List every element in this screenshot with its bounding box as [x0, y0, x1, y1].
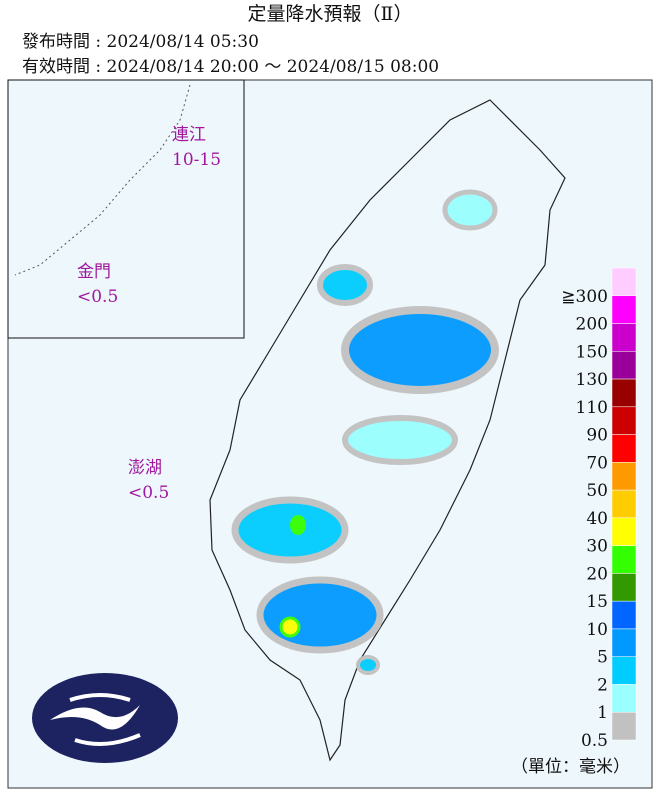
- legend-label: 200: [576, 315, 608, 335]
- legend-label: 40: [586, 509, 608, 529]
- legend-label: 0.5: [581, 731, 608, 751]
- legend-swatch: [611, 323, 637, 352]
- legend-swatch: [611, 378, 637, 408]
- legend-swatch: [611, 489, 637, 519]
- legend-swatch: [611, 600, 637, 630]
- unit: （單位：毫米）: [511, 757, 630, 777]
- legend-label: 15: [586, 592, 608, 612]
- legend-label: 110: [576, 398, 608, 418]
- rain-area: [317, 264, 373, 306]
- legend: ≧300 200 150 130 110 90 70 50 40 30 20 15 10 5 2 1 0.5: [561, 267, 637, 751]
- legend-swatch: [611, 434, 637, 463]
- legend-swatch: [611, 351, 637, 380]
- legend-swatch: [611, 573, 637, 602]
- rain-area: [442, 189, 498, 231]
- rain-area: [341, 306, 499, 394]
- legend-swatch: [611, 406, 637, 435]
- legend-swatch: [611, 711, 637, 741]
- legend-label: 10: [586, 620, 608, 640]
- legend-swatch: [611, 267, 637, 297]
- logo: [32, 673, 178, 763]
- inset-box: [7, 79, 245, 339]
- rain-area: [256, 576, 384, 654]
- rain-area: [279, 616, 301, 638]
- legend-label: 50: [586, 481, 608, 501]
- legend-swatch: [611, 684, 637, 713]
- valid-time: 有效時間 : 2024/08/14 20:00 ～ 2024/08/15 08:…: [22, 57, 439, 77]
- legend-swatch: [611, 517, 637, 546]
- island-name: 澎湖: [128, 458, 162, 478]
- rain-area: [356, 655, 380, 675]
- rain-area: [342, 415, 458, 465]
- issued-time: 發布時間 : 2024/08/14 05:30: [22, 32, 259, 52]
- legend-label: 30: [586, 537, 608, 557]
- island-name: 連江: [172, 125, 206, 145]
- rain-area: [231, 496, 349, 564]
- rain-area: [290, 515, 306, 535]
- legend-label: 5: [597, 648, 608, 668]
- legend-label: 70: [586, 453, 608, 473]
- island-amount: 10-15: [172, 150, 221, 170]
- legend-label: 150: [576, 342, 608, 362]
- legend-label: 20: [586, 564, 608, 584]
- legend-swatch: [611, 295, 637, 324]
- title: 定量降水預報（Ⅱ）: [248, 3, 413, 25]
- legend-label: ≧300: [561, 287, 608, 307]
- legend-swatch: [611, 545, 637, 574]
- legend-swatch: [611, 462, 637, 491]
- island-amount: <0.5: [128, 483, 169, 503]
- rain-areas: [231, 189, 499, 675]
- island-amount: <0.5: [77, 287, 118, 307]
- legend-label: 90: [586, 426, 608, 446]
- island-name: 金門: [77, 262, 111, 282]
- legend-swatch: [611, 628, 637, 657]
- legend-label: 130: [576, 370, 608, 390]
- legend-label: 2: [597, 675, 608, 695]
- legend-swatch: [611, 656, 637, 685]
- legend-label: 1: [597, 703, 608, 723]
